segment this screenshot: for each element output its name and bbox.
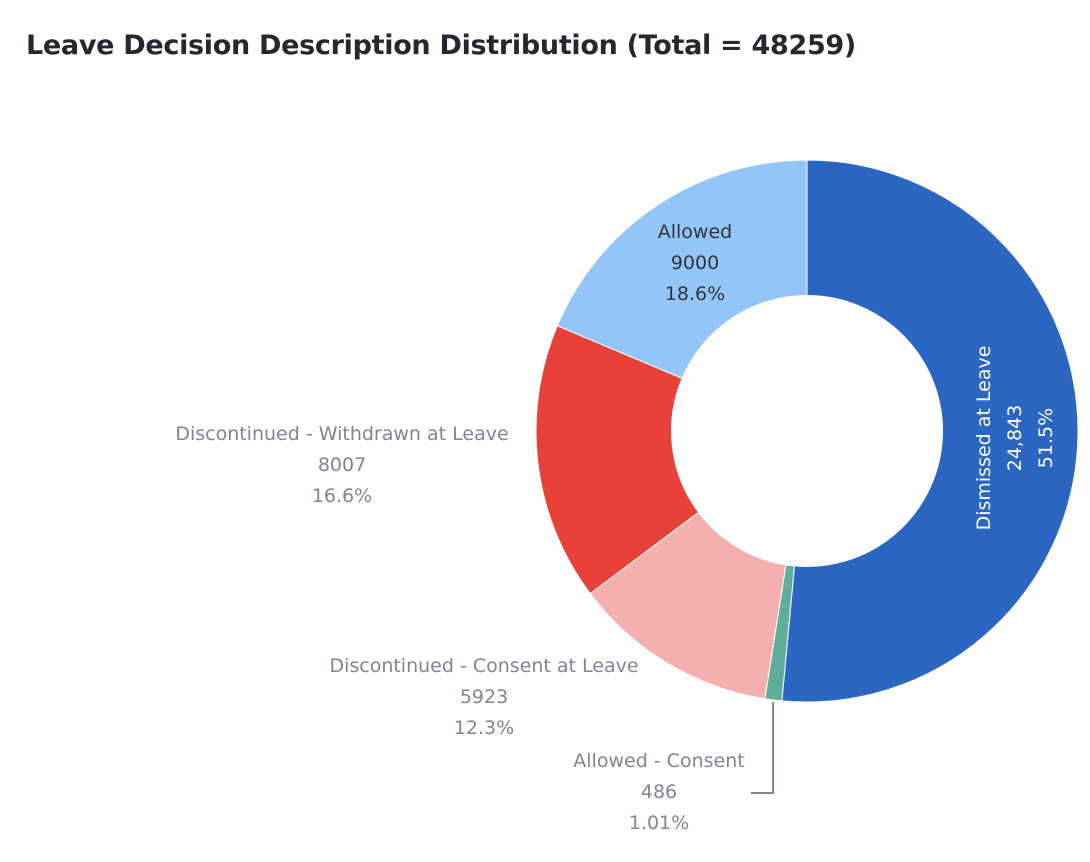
slice-percent-label: 51.5% [1035, 408, 1057, 468]
slice-name-label: Discontinued - Withdrawn at Leave [175, 423, 508, 445]
chart-title: Leave Decision Description Distribution … [26, 30, 856, 61]
slice-value-label: 9000 [671, 252, 719, 274]
slice-label-dismissed-at-leave: Dismissed at Leave 24,843 51.5% [973, 346, 1057, 531]
slice-percent-label: 1.01% [629, 812, 689, 834]
slice-value-label: 486 [641, 781, 677, 803]
slice-label-discontinued-withdrawn-at-leave: Discontinued - Withdrawn at Leave 8007 16.… [175, 423, 508, 507]
slice-discontinued-withdrawn-at-leave[interactable] [535, 325, 700, 595]
slices-group [535, 159, 1079, 703]
slice-allowed[interactable] [556, 159, 808, 380]
slice-label-allowed: Allowed 9000 18.6% [658, 221, 732, 305]
slice-label-discontinued-consent-at-leave: Discontinued - Consent at Leave 5923 12.3% [329, 655, 638, 739]
slice-discontinued-consent-at-leave[interactable] [589, 511, 787, 700]
slice-dismissed-at-leave[interactable] [781, 159, 1079, 703]
slice-name-label: Discontinued - Consent at Leave [329, 655, 638, 677]
slice-name-label: Allowed [658, 221, 732, 243]
slice-percent-label: 12.3% [454, 717, 514, 739]
slice-value-label: 5923 [460, 686, 508, 708]
slice-percent-label: 18.6% [665, 283, 725, 305]
slice-label-allowed-consent: Allowed - Consent 486 1.01% [573, 750, 744, 834]
slice-name-label: Dismissed at Leave [973, 346, 995, 531]
leader-line [751, 701, 775, 794]
slice-value-label: 8007 [318, 454, 366, 476]
slice-value-label: 24,843 [1004, 405, 1026, 471]
slice-name-label: Allowed - Consent [573, 750, 744, 772]
labels-group: Dismissed at Leave 24,843 51.5% Allowed - C… [175, 221, 1057, 834]
slice-percent-label: 16.6% [312, 485, 372, 507]
